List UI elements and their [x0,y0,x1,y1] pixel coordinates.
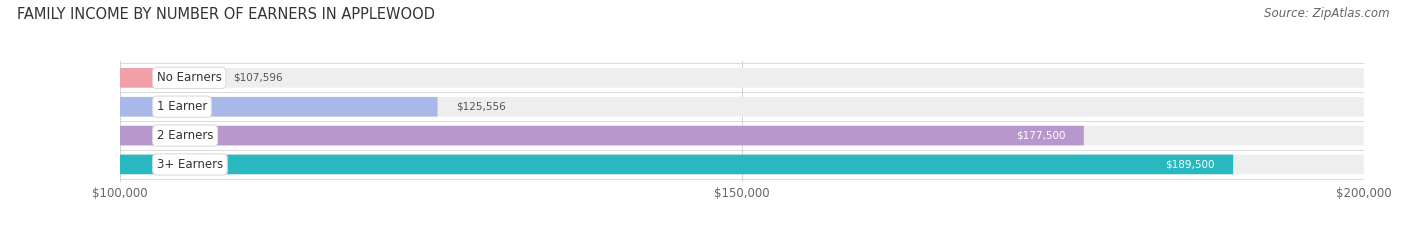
Text: $177,500: $177,500 [1015,130,1066,140]
FancyBboxPatch shape [120,155,1233,174]
Text: No Earners: No Earners [157,71,222,84]
Text: $107,596: $107,596 [232,73,283,83]
Text: Source: ZipAtlas.com: Source: ZipAtlas.com [1264,7,1389,20]
FancyBboxPatch shape [120,97,437,116]
Text: $189,500: $189,500 [1166,159,1215,169]
FancyBboxPatch shape [120,126,1364,145]
Text: 1 Earner: 1 Earner [157,100,207,113]
Text: $125,556: $125,556 [456,102,506,112]
FancyBboxPatch shape [120,68,214,88]
FancyBboxPatch shape [120,97,1364,116]
Text: 3+ Earners: 3+ Earners [157,158,224,171]
Text: FAMILY INCOME BY NUMBER OF EARNERS IN APPLEWOOD: FAMILY INCOME BY NUMBER OF EARNERS IN AP… [17,7,434,22]
Text: 2 Earners: 2 Earners [157,129,214,142]
FancyBboxPatch shape [120,126,1084,145]
FancyBboxPatch shape [120,155,1364,174]
FancyBboxPatch shape [120,68,1364,88]
